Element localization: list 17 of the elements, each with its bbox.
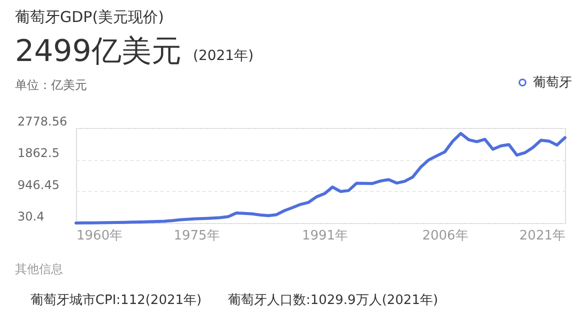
y-tick-label: 946.45: [18, 178, 60, 192]
y-tick-label: 1862.5: [18, 146, 60, 160]
legend-label: 葡萄牙: [533, 76, 572, 90]
text: (2021年): [193, 48, 254, 64]
y-tick-label: 2778.56: [18, 114, 68, 128]
x-tick-label: 1991年: [302, 228, 348, 244]
text: 葡萄牙人口数:1029.9万人(2021年): [228, 293, 438, 308]
x-tick-label: 2006年: [422, 228, 468, 244]
x-tick-label: 1975年: [174, 228, 220, 244]
text: 2499亿美元: [15, 34, 182, 69]
x-tick-label: 2021年: [519, 228, 566, 244]
text: 葡萄牙城市CPI:112(2021年): [30, 293, 202, 308]
text: 单位：亿美元: [15, 78, 87, 92]
chart-title: 葡萄牙GDP(美元现价): [15, 8, 164, 26]
x-tick-label: 1960年: [76, 228, 123, 244]
y-tick-label: 30.4: [18, 210, 44, 224]
text: 其他信息: [15, 262, 63, 276]
